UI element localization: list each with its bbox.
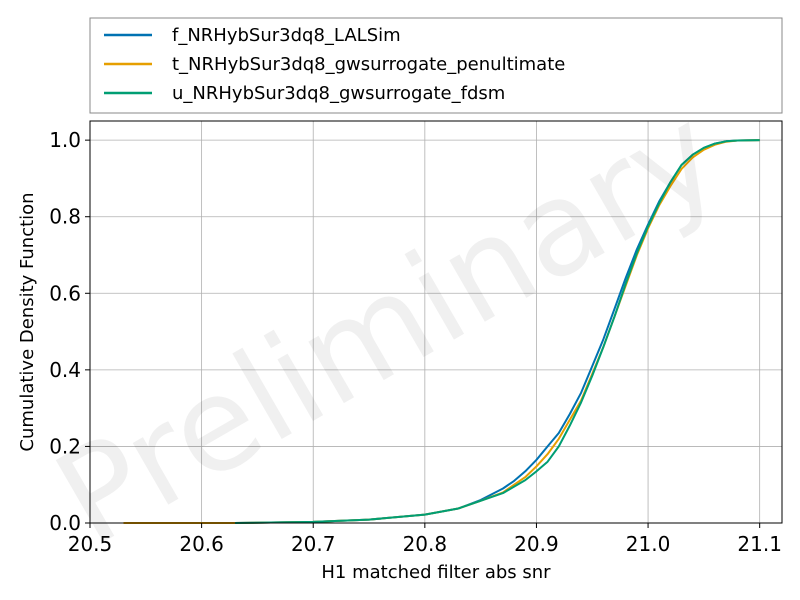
- x-tick-label: 20.7: [291, 532, 336, 556]
- x-tick-label: 20.8: [403, 532, 448, 556]
- series-line-2: [235, 139, 760, 524]
- x-tick-label: 20.5: [68, 532, 113, 556]
- y-tick-label: 0.4: [49, 358, 81, 382]
- y-tick-label: 0.2: [49, 434, 81, 458]
- y-tick-label: 0.6: [49, 281, 81, 305]
- legend-frame: [89, 17, 783, 114]
- y-tick-label: 0.0: [49, 511, 81, 535]
- x-tick-label: 21.0: [626, 532, 671, 556]
- x-axis-label: H1 matched filter abs snr: [321, 562, 551, 583]
- x-tick-label: 20.6: [179, 532, 224, 556]
- y-tick-label: 1.0: [49, 128, 81, 152]
- x-axis-ticks: 20.5 20.6 20.7 20.8 20.9 21.0 21.1: [68, 523, 782, 556]
- x-tick-label: 21.1: [737, 532, 782, 556]
- legend-label-0: f_NRHybSur3dq8_LALSim: [172, 25, 401, 46]
- series-layer: [123, 139, 760, 524]
- legend: f_NRHybSur3dq8_LALSim t_NRHybSur3dq8_gws…: [89, 17, 783, 114]
- x-tick-label: 20.9: [514, 532, 559, 556]
- y-tick-label: 0.8: [49, 205, 81, 229]
- legend-label-2: u_NRHybSur3dq8_gwsurrogate_fdsm: [172, 83, 505, 104]
- legend-label-1: t_NRHybSur3dq8_gwsurrogate_penultimate: [172, 54, 565, 75]
- y-axis-label: Cumulative Density Function: [17, 192, 38, 451]
- plot-frame: [89, 120, 783, 524]
- y-axis-ticks: 0.0 0.2 0.4 0.6 0.8 1.0: [49, 128, 90, 535]
